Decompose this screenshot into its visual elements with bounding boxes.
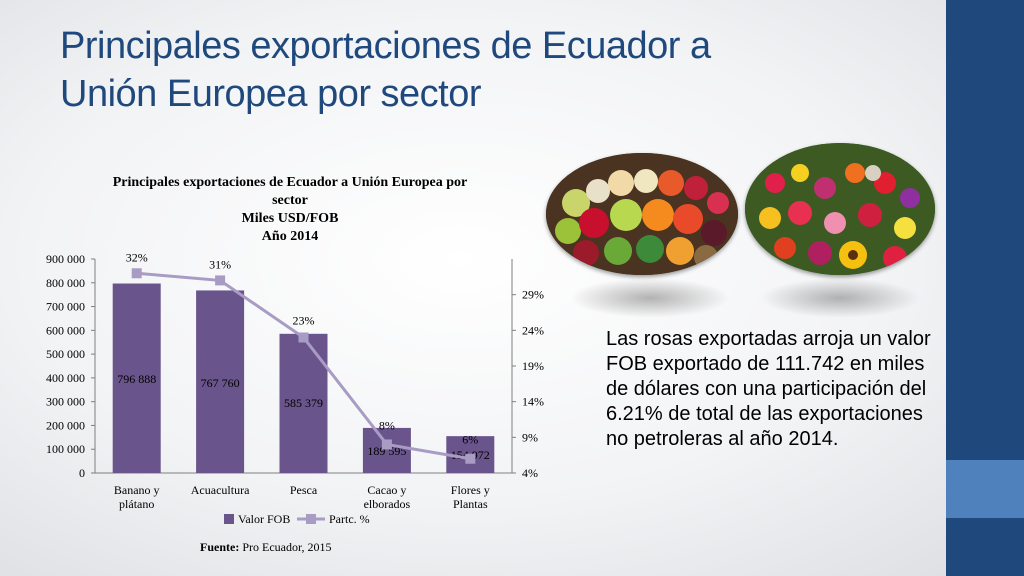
- source-label: Fuente:: [200, 540, 240, 554]
- line-marker: [131, 268, 142, 279]
- chart-title-line3: Miles USD/FOB: [241, 211, 339, 226]
- category-label: plátano: [119, 497, 154, 511]
- bar: [196, 290, 245, 473]
- category-label: Plantas: [453, 497, 488, 511]
- left-tick-label: 800 000: [46, 276, 85, 290]
- chart-title-line4: Año 2014: [261, 229, 319, 244]
- chart-title-line1: Principales exportaciones de Ecuador a U…: [112, 175, 468, 190]
- source-text: Pro Ecuador, 2015: [239, 540, 332, 554]
- photo-shadow-right: [760, 278, 920, 318]
- line-data-label: 23%: [293, 313, 315, 327]
- chart-title: Principales exportaciones de Ecuador a U…: [70, 174, 510, 246]
- bar-data-label: 796 888: [117, 372, 156, 386]
- category-label: Pesca: [290, 483, 318, 497]
- legend-swatch-marker: [306, 514, 316, 524]
- right-tick-label: 24%: [522, 323, 544, 337]
- line-marker: [298, 332, 309, 343]
- category-label: Flores y: [451, 483, 490, 497]
- left-tick-label: 400 000: [46, 371, 85, 385]
- bar: [112, 283, 161, 473]
- right-tick-label: 14%: [522, 395, 544, 409]
- slide-title: Principales exportaciones de Ecuador a U…: [60, 22, 920, 118]
- chart-title-line2: sector: [272, 193, 308, 208]
- category-label: Cacao y: [367, 483, 406, 497]
- chart: 0 100 000 200 000 300 000 400 000 500 000 600 …: [46, 250, 544, 526]
- left-tick-label: 100 000: [46, 442, 85, 456]
- caption-text: Las rosas exportadas arroja un valor FOB…: [606, 328, 931, 450]
- left-tick-label: 0: [79, 466, 85, 480]
- line-data-label: 32%: [126, 250, 148, 264]
- left-tick-label: 600 000: [46, 323, 85, 337]
- legend-swatch-bar: [224, 514, 234, 524]
- slide-title-line2: Unión Europea por sector: [60, 73, 482, 115]
- left-tick-label: 200 000: [46, 418, 85, 432]
- line-marker: [215, 275, 226, 286]
- line-marker: [381, 439, 392, 450]
- bar-data-label: 585 379: [284, 396, 323, 410]
- right-tick-label: 29%: [522, 288, 544, 302]
- line-data-label: 8%: [379, 418, 395, 432]
- category-label: Banano y: [114, 483, 160, 497]
- legend-label: Partc. %: [329, 512, 370, 526]
- category-label: Acuacultura: [191, 483, 250, 497]
- right-tick-label: 9%: [522, 430, 538, 444]
- flowers-photo: [745, 143, 935, 275]
- legend-label: Valor FOB: [238, 512, 290, 526]
- category-label: elborados: [364, 497, 411, 511]
- right-tick-label: 4%: [522, 466, 538, 480]
- photo-shadow-left: [570, 278, 730, 318]
- bar: [362, 427, 411, 473]
- left-tick-label: 300 000: [46, 395, 85, 409]
- right-tick-label: 19%: [522, 359, 544, 373]
- line-marker: [465, 453, 476, 464]
- left-tick-label: 500 000: [46, 347, 85, 361]
- line-data-label: 31%: [209, 257, 231, 271]
- fruits-photo: [546, 153, 738, 275]
- bar-data-label: 767 760: [201, 376, 240, 390]
- fruit-icon: [546, 153, 738, 275]
- flower-icon: [745, 143, 935, 275]
- source-note: Fuente: Pro Ecuador, 2015: [200, 540, 332, 555]
- sidebar-accent: [946, 460, 1024, 518]
- left-tick-label: 900 000: [46, 252, 85, 266]
- slide-title-line1: Principales exportaciones de Ecuador a: [60, 25, 711, 67]
- left-tick-label: 700 000: [46, 300, 85, 314]
- line-data-label: 6%: [462, 433, 478, 447]
